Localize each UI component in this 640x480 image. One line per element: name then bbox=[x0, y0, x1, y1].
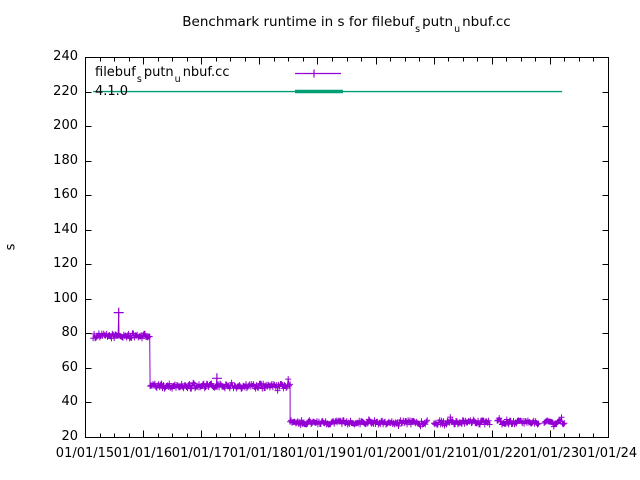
y-tick-label: 240 bbox=[53, 49, 78, 64]
y-tick-label: 80 bbox=[61, 325, 78, 340]
x-tick-label: 01/01/21 bbox=[404, 446, 464, 461]
legend-label-benchmark: filebufs putnu nbuf.cc bbox=[95, 65, 230, 85]
y-tick-label: 120 bbox=[53, 256, 78, 271]
series-benchmark-line bbox=[92, 312, 565, 429]
legend-sample-benchmark bbox=[295, 69, 341, 78]
x-tick-label: 01/01/20 bbox=[346, 446, 406, 461]
x-tick-label: 01/01/23 bbox=[520, 446, 580, 461]
y-tick-label: 160 bbox=[53, 187, 78, 202]
x-tick-label: 01/01/18 bbox=[229, 446, 289, 461]
y-tick-label: 220 bbox=[53, 84, 78, 99]
x-tick-label: 01/01/22 bbox=[462, 446, 522, 461]
y-tick-label: 200 bbox=[53, 118, 78, 133]
series-benchmark-outlier-markers bbox=[113, 307, 222, 384]
series-benchmark-markers bbox=[90, 330, 568, 430]
plot-border bbox=[85, 57, 609, 438]
chart-title: Benchmark runtime in s for filebufs putnu… bbox=[182, 14, 511, 35]
y-tick-label: 40 bbox=[61, 394, 78, 409]
legend-label-version: 4.1.0 bbox=[95, 84, 129, 99]
y-tick-label: 60 bbox=[61, 360, 78, 375]
y-tick-label: 20 bbox=[61, 429, 78, 444]
y-axis-label: s bbox=[3, 243, 19, 251]
x-tick-label: 01/01/16 bbox=[113, 446, 173, 461]
y-tick-label: 100 bbox=[53, 291, 78, 306]
axis-ticks bbox=[85, 57, 609, 438]
x-tick-label: 01/01/19 bbox=[287, 446, 347, 461]
y-tick-label: 140 bbox=[53, 222, 78, 237]
y-tick-label: 180 bbox=[53, 153, 78, 168]
x-tick-label: 01/01/17 bbox=[171, 446, 231, 461]
x-tick-label: 01/01/24 bbox=[578, 446, 638, 461]
x-tick-label: 01/01/15 bbox=[55, 446, 115, 461]
